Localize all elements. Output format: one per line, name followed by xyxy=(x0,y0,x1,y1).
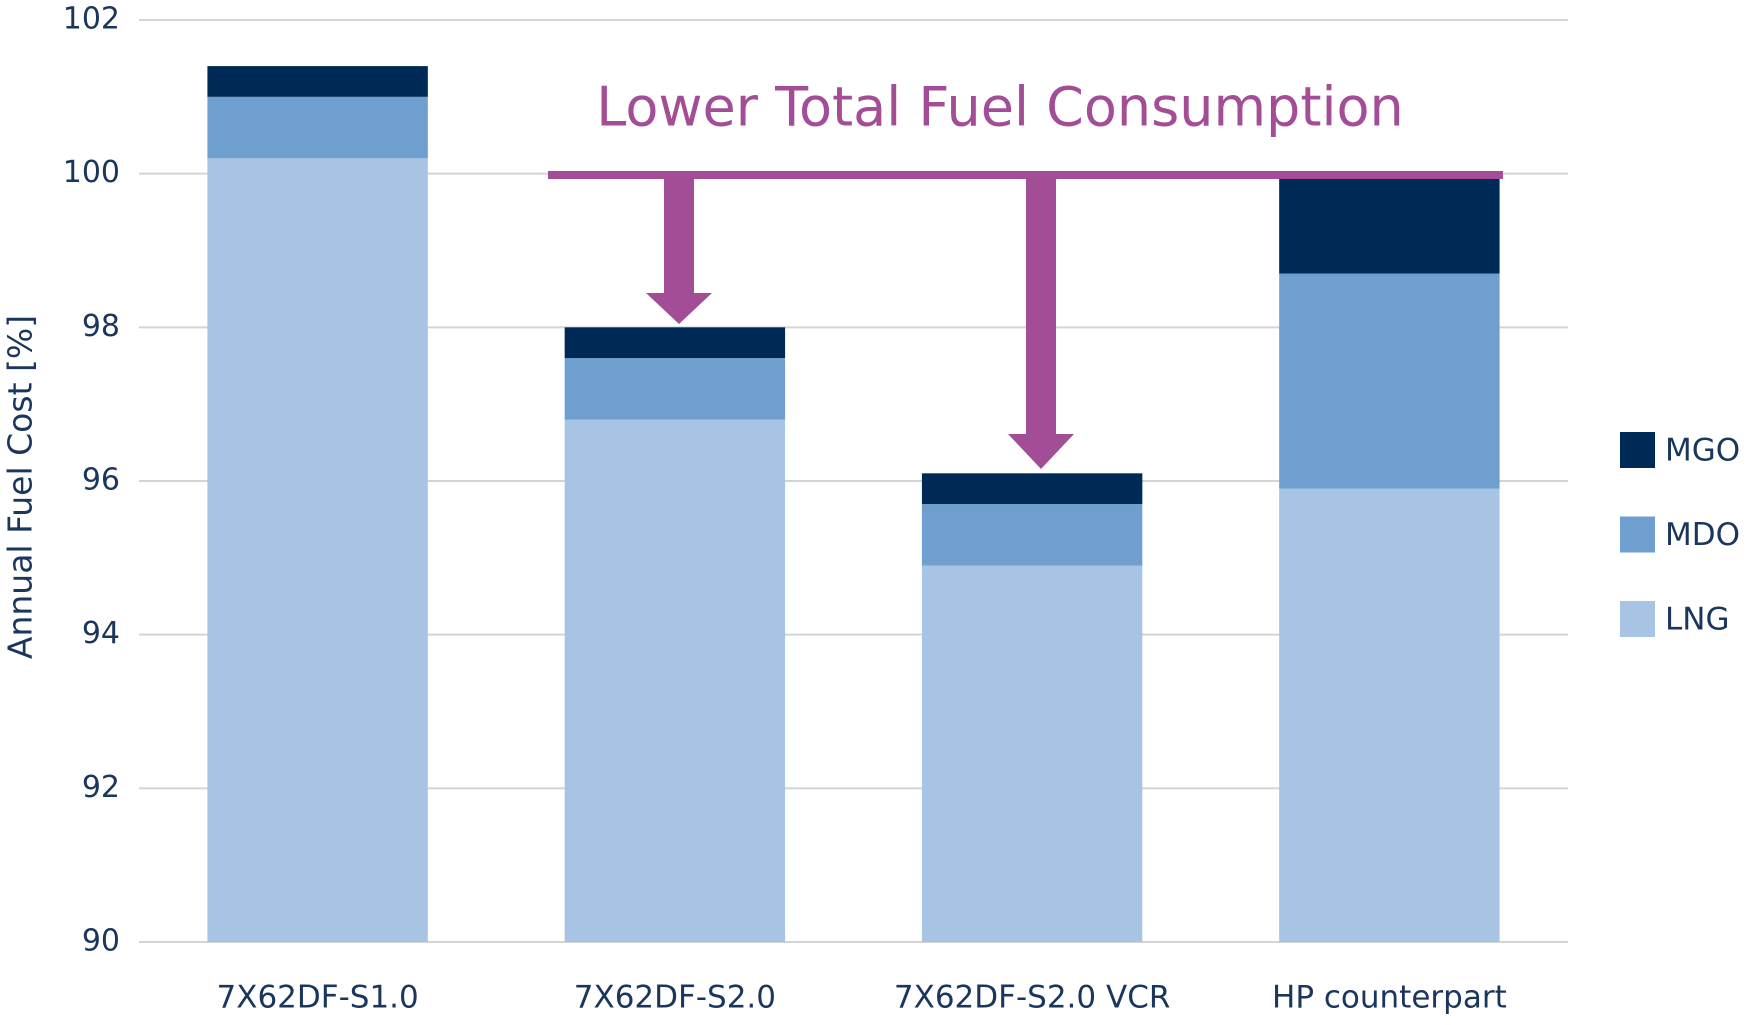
x-tick-label: HP counterpart xyxy=(1272,980,1507,1016)
y-tick-label: 94 xyxy=(82,616,120,651)
bar-segment xyxy=(207,66,428,97)
bar-segment xyxy=(921,565,1143,942)
bar-segment xyxy=(1279,488,1500,942)
x-tick-label: 7X62DF-S1.0 xyxy=(216,980,418,1016)
bar-segment xyxy=(921,504,1143,566)
legend-swatch xyxy=(1620,601,1655,637)
bar-segment xyxy=(207,96,428,159)
y-tick-label: 102 xyxy=(63,2,120,37)
bar-segment xyxy=(1279,173,1500,274)
bar-segment xyxy=(921,473,1143,505)
bar-segment xyxy=(207,158,428,943)
plot-area: 90 92 94 96 98 100 102 7X62DF-S1.0 7X62DF-S2.0 7X… xyxy=(63,2,1568,1016)
arrow xyxy=(646,175,712,324)
legend-swatch xyxy=(1620,432,1655,468)
bar-segment xyxy=(564,358,786,420)
y-tick-label: 96 xyxy=(82,463,120,498)
legend-label: MGO xyxy=(1665,433,1740,469)
annotation-text: Lower Total Fuel Consumption xyxy=(596,76,1404,139)
legend-label: MDO xyxy=(1665,517,1740,553)
bar-segment xyxy=(564,327,786,359)
y-tick-label: 90 xyxy=(82,924,120,959)
reference-line xyxy=(548,171,1503,179)
y-axis-label: Annual Fuel Cost [%] xyxy=(1,315,40,659)
bar-segment xyxy=(564,419,786,942)
y-tick-label: 92 xyxy=(82,770,120,805)
x-tick-label: 7X62DF-S2.0 xyxy=(574,980,776,1016)
y-tick-label: 98 xyxy=(82,309,120,344)
legend-label: LNG xyxy=(1665,602,1729,638)
annotation-arrows xyxy=(548,171,1503,469)
bar-segment xyxy=(1279,273,1500,489)
legend-swatch xyxy=(1620,516,1655,553)
x-tick-label: 7X62DF-S2.0 VCR xyxy=(894,980,1171,1016)
arrow xyxy=(1008,175,1074,469)
y-tick-label: 100 xyxy=(63,155,120,190)
